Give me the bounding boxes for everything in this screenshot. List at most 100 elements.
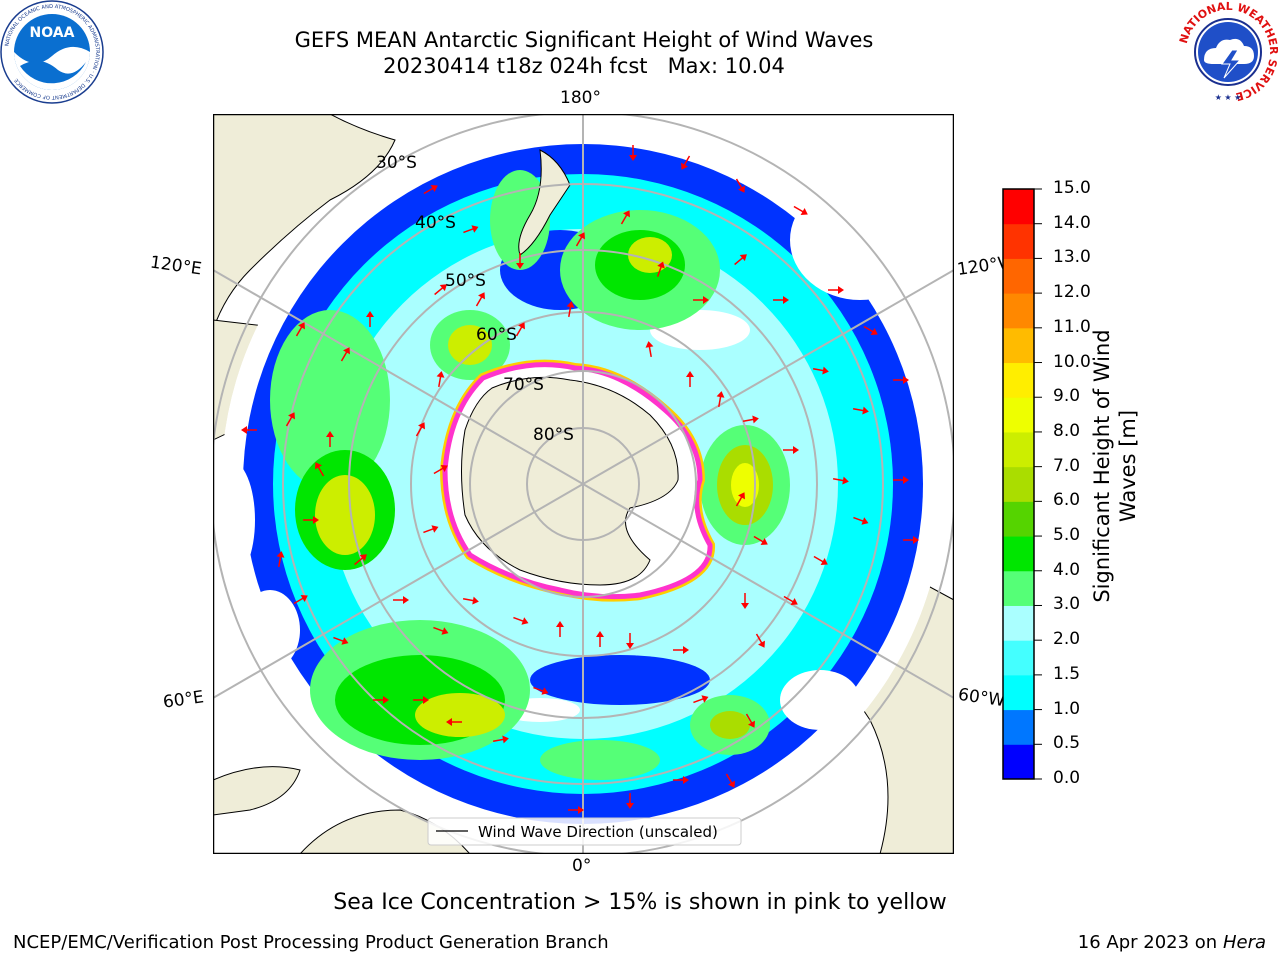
lat-label-50s: 50°S	[445, 271, 486, 291]
wave-arrow-icon	[566, 301, 575, 318]
colorbar-segment	[1003, 397, 1034, 433]
wave-arrow-icon	[596, 631, 604, 647]
footer-machine: Hera	[1222, 932, 1266, 953]
wave-arrow-icon	[745, 713, 755, 728]
map-border	[213, 114, 954, 854]
lon-label-180: 180°	[560, 88, 601, 108]
wave-arrow-icon	[813, 555, 828, 565]
wave-arrow-icon	[673, 646, 689, 654]
lat-label-80s: 80°S	[533, 425, 574, 445]
wave-arrow-icon	[812, 366, 829, 375]
colorbar-tick-label: 11.0	[1053, 316, 1091, 337]
colorbar-segment	[1003, 327, 1034, 364]
lon-label-60e: 60°E	[161, 687, 206, 713]
colorbar-tick-label: 14.0	[1053, 212, 1091, 233]
colorbar-segment	[1003, 536, 1034, 572]
wave-arrow-icon	[516, 253, 524, 269]
wave-arrow-icon	[515, 322, 525, 337]
wave-arrow-icon	[492, 735, 509, 744]
colorbar-segment	[1003, 223, 1034, 259]
wave-arrow-icon	[533, 686, 549, 695]
map-legend: Wind Wave Direction (unscaled)	[427, 817, 742, 846]
wave-arrow-icon	[893, 476, 909, 484]
wave-arrow-icon	[423, 525, 439, 534]
wave-direction-arrows	[241, 145, 919, 814]
wave-arrow-icon	[340, 347, 350, 362]
colorbar-segment	[1003, 362, 1034, 398]
wave-arrow-icon	[620, 210, 630, 225]
wave-arrow-icon	[433, 626, 449, 635]
colorbar-tick-label: 7.0	[1053, 455, 1081, 476]
lon-label-120e: 120°E	[148, 252, 203, 280]
wave-arrow-icon	[693, 296, 709, 304]
svg-text:NOAA: NOAA	[30, 25, 75, 41]
wave-arrow-icon	[463, 225, 479, 234]
lat-label-70s: 70°S	[503, 375, 544, 395]
wave-arrow-icon	[853, 516, 869, 525]
wave-arrow-icon	[773, 296, 789, 304]
colorbar-segment	[1003, 570, 1034, 606]
colorbar-segment	[1003, 466, 1034, 502]
wave-arrow-icon	[735, 178, 745, 193]
wave-arrow-icon	[753, 535, 768, 545]
map-subtitle: 20230414 t18z 024h fcst Max: 10.04	[383, 54, 785, 78]
wave-arrow-icon	[656, 261, 665, 277]
lat-label-60s: 60°S	[476, 325, 517, 345]
wave-arrow-icon	[575, 232, 585, 247]
wave-arrow-icon	[434, 284, 447, 296]
wave-arrow-icon	[793, 205, 808, 215]
nws-logo-icon: NATIONAL WEATHER SERVICE ★ ★ ★	[1177, 0, 1280, 103]
wave-arrow-icon	[315, 462, 325, 477]
wave-height-field	[221, 122, 945, 846]
wave-arrow-icon	[285, 412, 295, 427]
wave-arrow-icon	[303, 516, 319, 524]
map-title: GEFS MEAN Antarctic Significant Height o…	[294, 28, 874, 52]
wave-arrow-icon	[626, 633, 634, 649]
colorbar-segment	[1003, 674, 1034, 711]
wave-arrow-icon	[681, 155, 691, 170]
wave-arrow-icon	[734, 254, 747, 266]
wave-arrow-icon	[673, 776, 689, 784]
wave-arrow-icon	[735, 492, 745, 507]
wave-arrow-icon	[293, 595, 308, 605]
wave-arrow-icon	[433, 465, 448, 475]
colorbar-tick-label: 2.0	[1053, 629, 1081, 650]
svg-text:★ ★ ★: ★ ★ ★	[1215, 93, 1242, 102]
noaa-logo-icon: NOAA NATIONAL OCEANIC AND ATMOSPHERIC AD…	[0, 0, 104, 104]
wave-arrow-icon	[475, 292, 485, 307]
wave-arrow-icon	[436, 371, 445, 388]
colorbar-tick-label: 0.5	[1053, 733, 1081, 754]
wave-arrow-icon	[393, 596, 409, 604]
graticule	[213, 114, 954, 854]
lat-label-40s: 40°S	[415, 213, 456, 233]
wave-arrow-icon	[645, 341, 654, 358]
colorbar-tick-label: 1.5	[1053, 663, 1081, 684]
wave-arrow-icon	[893, 376, 909, 384]
wave-arrow-icon	[354, 554, 367, 566]
colorbar-tick-label: 6.0	[1053, 490, 1081, 511]
colorbar-tick-label: 8.0	[1053, 420, 1081, 441]
wave-arrow-icon	[742, 415, 759, 424]
colorbar-tick-label: 12.0	[1053, 282, 1091, 303]
wave-arrow-icon	[413, 696, 429, 704]
lat-label-30s: 30°S	[376, 153, 417, 173]
wave-arrow-icon	[333, 636, 349, 645]
footer-branch: NCEP/EMC/Verification Post Processing Pr…	[13, 932, 609, 953]
wave-arrow-icon	[568, 806, 584, 814]
colorbar-segment	[1003, 258, 1034, 294]
colorbar-segment	[1003, 640, 1034, 676]
colorbar-tick-label: 0.0	[1053, 768, 1081, 788]
sea-ice-caption: Sea Ice Concentration > 15% is shown in …	[333, 890, 947, 915]
wave-arrow-icon	[832, 476, 849, 485]
colorbar-tick-label: 4.0	[1053, 559, 1081, 580]
wave-arrow-icon	[629, 145, 637, 161]
wave-arrow-icon	[513, 616, 529, 625]
wave-arrow-icon	[828, 286, 844, 294]
colorbar-segment	[1003, 293, 1034, 329]
footer-date: 16 Apr 2023 on Hera	[1077, 932, 1266, 953]
colorbar-segment	[1003, 605, 1034, 641]
wave-arrow-icon	[863, 325, 878, 335]
colorbar	[1002, 188, 1042, 780]
colorbar-segment	[1003, 744, 1034, 780]
wave-arrow-icon	[241, 426, 257, 434]
